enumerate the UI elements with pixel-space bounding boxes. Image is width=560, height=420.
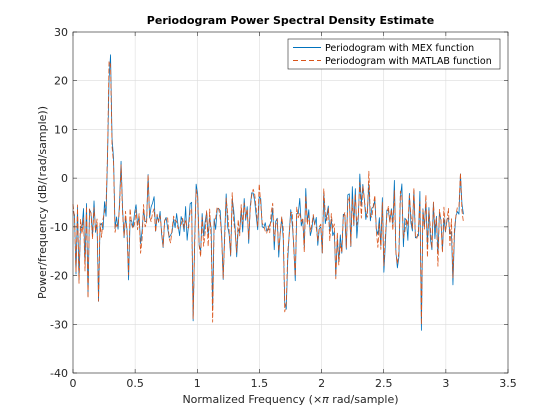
plot-area	[73, 32, 508, 373]
x-tick-label: 2	[318, 377, 325, 390]
y-tick-label: 20	[54, 75, 68, 88]
y-tick-label: -10	[50, 221, 68, 234]
legend: Periodogram with MEX function Periodogra…	[287, 38, 501, 70]
x-tick-label: 1.5	[251, 377, 269, 390]
x-tick-label: 0.5	[126, 377, 144, 390]
y-tick-label: -40	[50, 367, 68, 380]
tick-labels: 0 0.5 1 1.5 2 2.5 3 3.5 -40 -30 -20 -10 0 10 20 30	[50, 26, 517, 390]
legend-label-mex: Periodogram with MEX function	[325, 43, 474, 54]
plot-frame	[72, 31, 509, 374]
x-axis-label-part-3: rad/sample)	[329, 393, 399, 406]
y-tick-label: 10	[54, 123, 68, 136]
x-tick-label: 2.5	[375, 377, 393, 390]
x-axis-label-part-2: ×π	[313, 393, 329, 406]
legend-label-matlab: Periodogram with MATLAB function	[325, 56, 492, 67]
y-axis-label: Power/frequency (dB/(rad/sample))	[36, 106, 49, 299]
x-axis-label-part-1: Normalized Frequency (	[182, 393, 313, 406]
chart-title: Periodogram Power Spectral Density Estim…	[147, 14, 434, 27]
y-tick-label: 0	[61, 172, 68, 185]
x-tick-label: 0	[70, 377, 77, 390]
x-tick-label: 3	[442, 377, 449, 390]
y-tick-label: -20	[50, 270, 68, 283]
traces	[72, 54, 464, 331]
x-tick-label: 3.5	[499, 377, 517, 390]
y-tick-label: -30	[50, 318, 68, 331]
y-tick-label: 30	[54, 26, 68, 39]
ticks	[72, 31, 509, 374]
legend-box	[287, 38, 501, 70]
series-matlab-line	[72, 60, 464, 326]
x-tick-label: 1	[194, 377, 201, 390]
x-axis-label: Normalized Frequency (×π rad/sample)	[182, 393, 398, 406]
